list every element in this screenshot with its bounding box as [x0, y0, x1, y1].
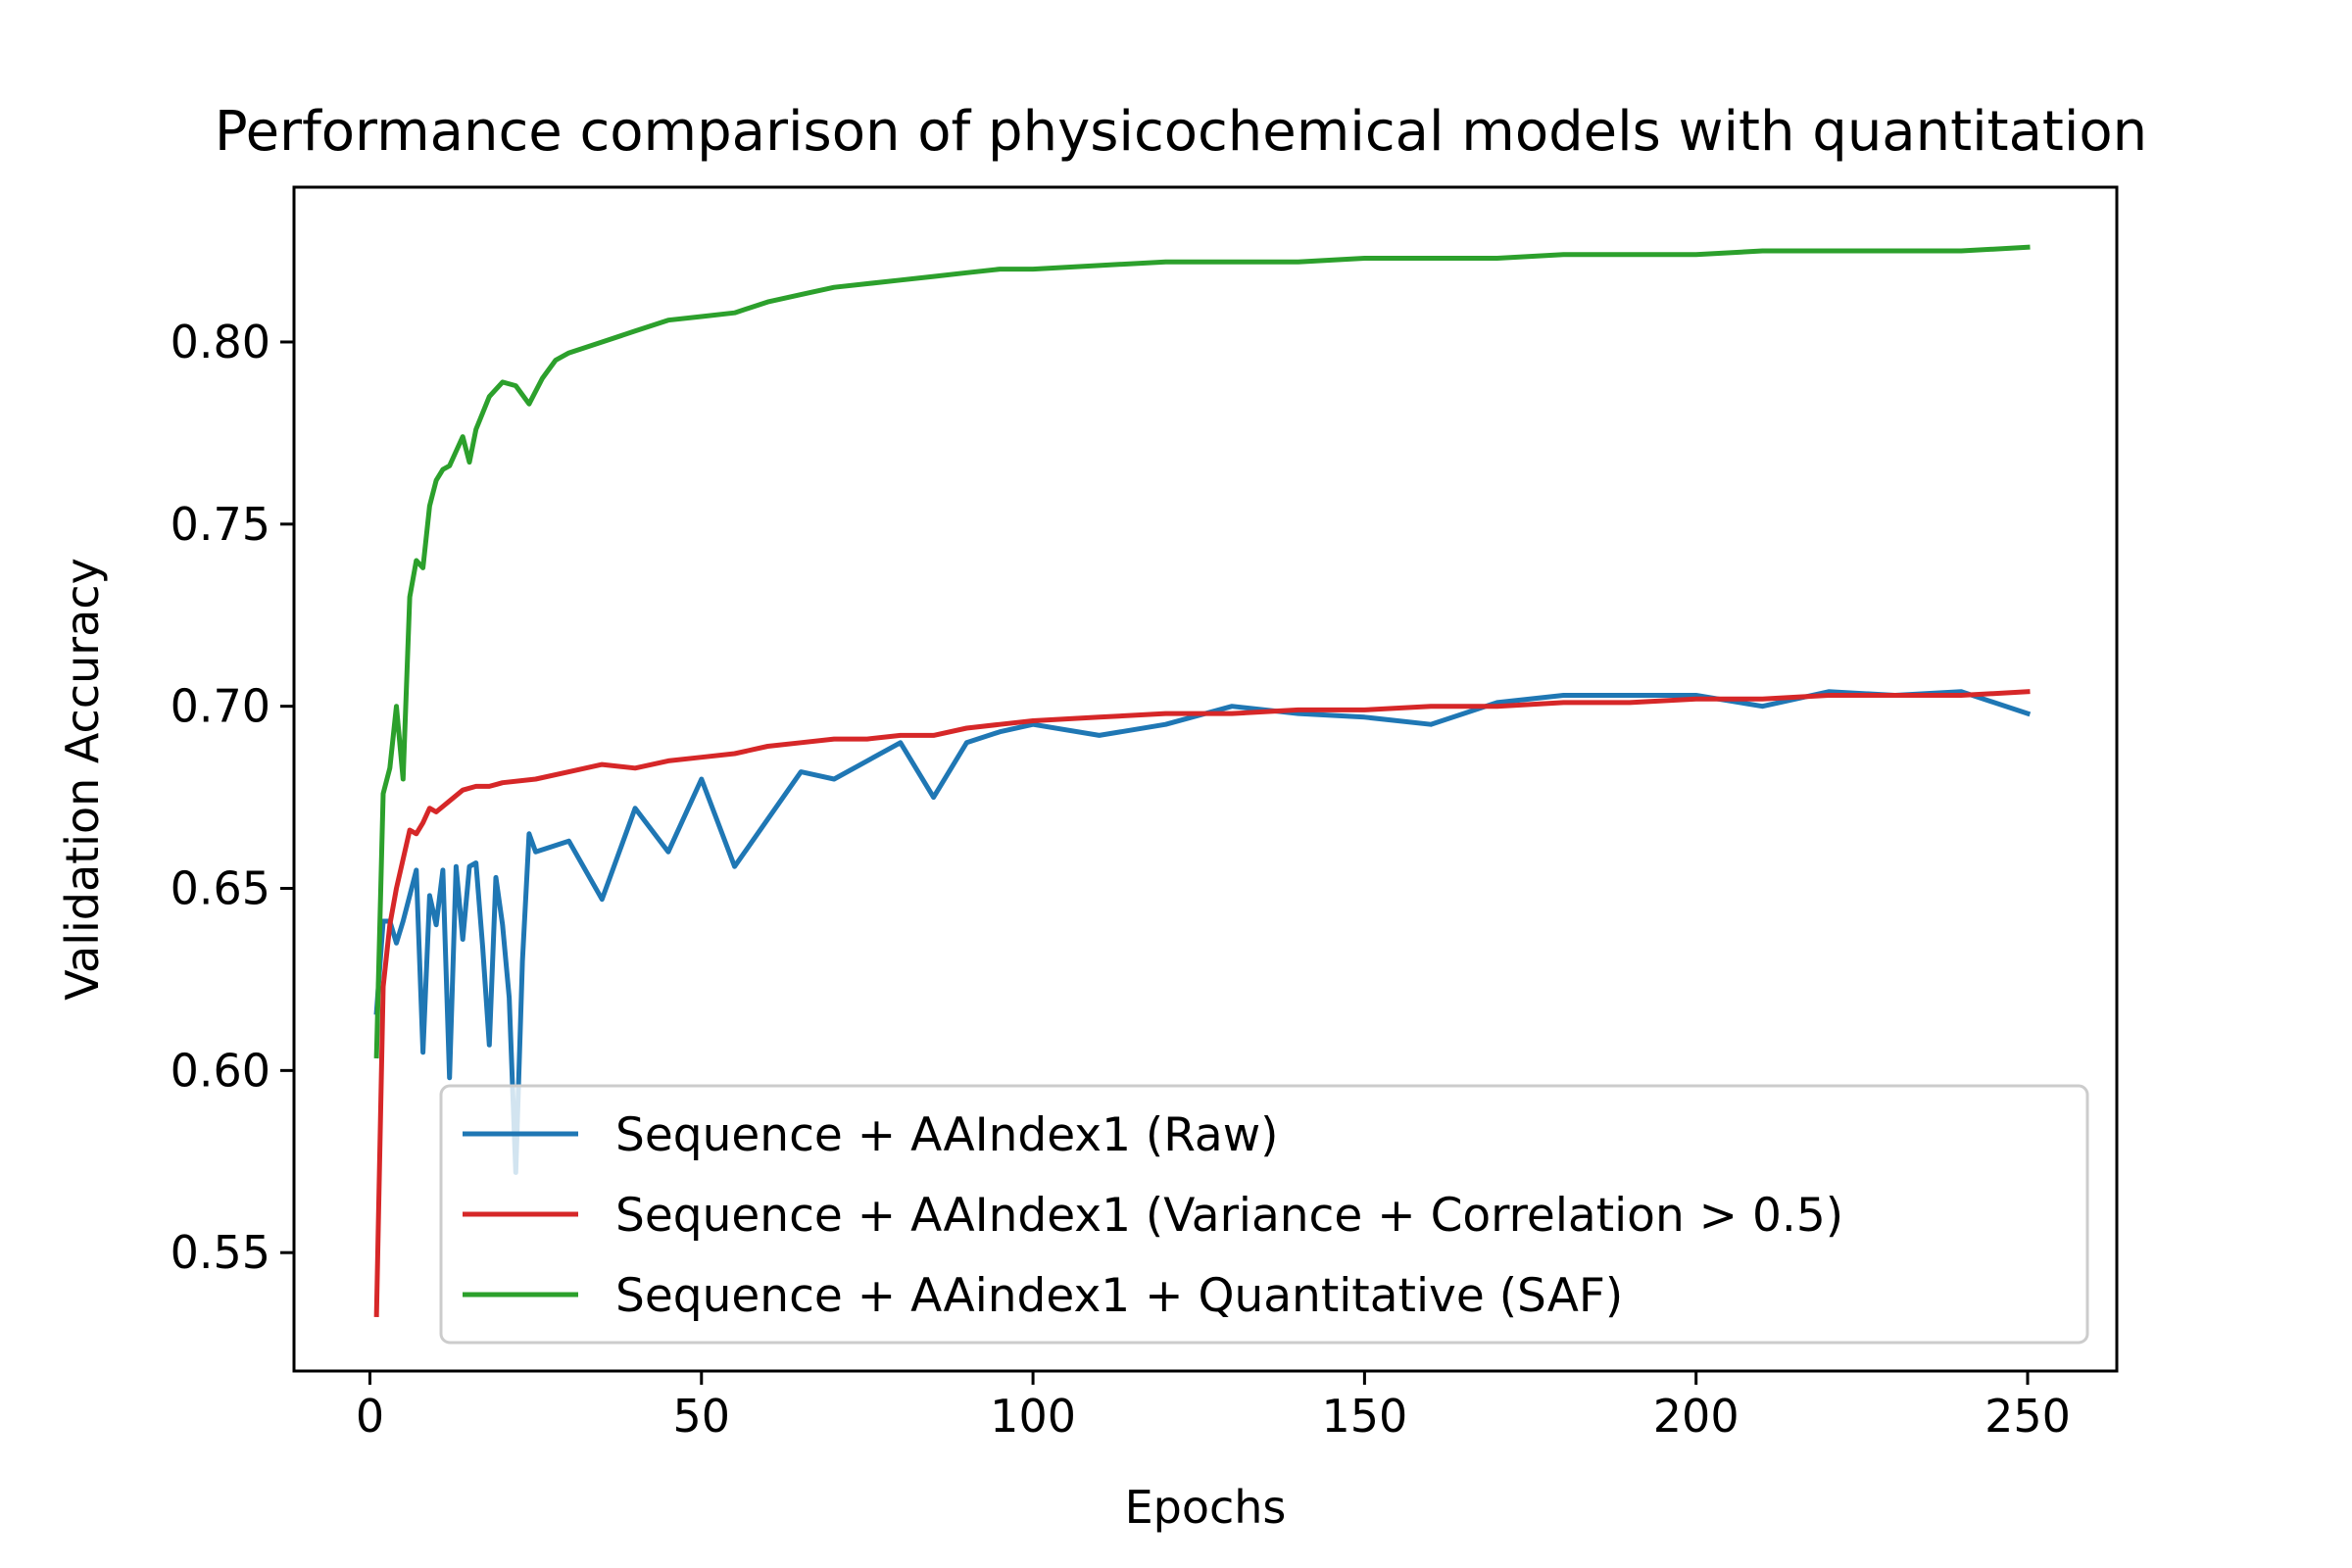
- x-tick-label: 200: [1653, 1390, 1740, 1443]
- y-axis: 0.55 0.60 0.65 0.70 0.75 0.80: [171, 316, 294, 1279]
- legend: Sequence + AAIndex1 (Raw) Sequence + AAIn…: [439, 1084, 2089, 1345]
- legend-label-1: Sequence + AAIndex1 (Variance + Correlat…: [615, 1189, 1843, 1243]
- y-tick-label: 0.80: [171, 316, 270, 368]
- y-axis-label: Validation Accuracy: [56, 558, 109, 1001]
- chart-title: Performance comparison of physicochemica…: [215, 100, 2147, 164]
- series-line-2: [373, 244, 2031, 1059]
- y-tick-label: 0.65: [171, 862, 270, 915]
- x-tick-label: 150: [1321, 1390, 1407, 1443]
- plot-lines: [373, 244, 2032, 1317]
- series-line-1: [373, 689, 2031, 1317]
- x-axis-label: Epochs: [1125, 1481, 1287, 1534]
- series-line-0: [373, 689, 2032, 1175]
- x-tick-label: 250: [1984, 1390, 2071, 1443]
- y-tick-label: 0.75: [171, 498, 270, 551]
- y-tick-label: 0.70: [171, 680, 270, 733]
- x-tick-label: 100: [990, 1390, 1076, 1443]
- x-tick-label: 0: [356, 1390, 384, 1443]
- y-tick-label: 0.55: [171, 1226, 270, 1279]
- plot-frame: [292, 185, 2119, 1373]
- legend-box: [439, 1084, 2089, 1345]
- legend-label-2: Sequence + AAindex1 + Quantitative (SAF): [615, 1269, 1623, 1323]
- x-tick-label: 50: [673, 1390, 731, 1443]
- y-tick-label: 0.60: [171, 1044, 270, 1097]
- legend-label-0: Sequence + AAIndex1 (Raw): [615, 1108, 1278, 1162]
- x-axis: 0 50 100 150 200 250: [356, 1371, 2071, 1443]
